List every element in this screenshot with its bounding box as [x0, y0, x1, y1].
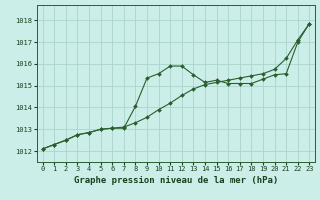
X-axis label: Graphe pression niveau de la mer (hPa): Graphe pression niveau de la mer (hPa) [74, 176, 278, 185]
